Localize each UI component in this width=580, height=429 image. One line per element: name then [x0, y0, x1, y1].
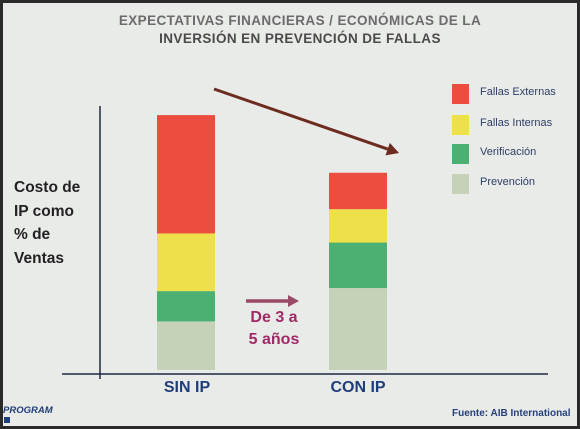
bar-segment-con-ip-fallas-internas — [329, 209, 387, 243]
legend-swatch — [452, 144, 469, 164]
cost-trend-arrow-head — [385, 142, 399, 156]
legend-label: Verificación — [480, 146, 537, 158]
bar-segment-sin-ip-verificacion — [157, 291, 215, 322]
y-axis-label: Costo de IP como % de Ventas — [14, 179, 81, 267]
bar-segment-sin-ip-prevencion — [157, 321, 215, 370]
title-line-2: INVERSIÓN EN PREVENCIÓN DE FALLAS — [159, 31, 441, 46]
legend-label: Fallas Externas — [480, 86, 556, 98]
cost-trend-arrow — [213, 87, 399, 156]
time-arrow — [246, 294, 299, 308]
source-note: Fuente: AIB International — [452, 408, 571, 419]
program-logo: PROGRAM — [3, 405, 63, 427]
time-annotation: De 3 a 5 años — [248, 309, 300, 348]
cost-trend-arrow-shaft — [213, 87, 389, 151]
legend-swatch — [452, 84, 469, 104]
time-arrow-head — [288, 294, 299, 308]
bar-segment-con-ip-verificacion — [329, 242, 387, 289]
bar-segment-con-ip-fallas-externas — [329, 172, 387, 210]
title-line-1: EXPECTATIVAS FINANCIERAS / ECONÓMICAS DE… — [118, 13, 482, 28]
bar-segment-sin-ip-fallas-externas — [157, 115, 215, 234]
logo-mark-icon — [4, 417, 10, 423]
bar-segment-con-ip-prevencion — [329, 288, 387, 370]
legend-label: Prevención — [480, 176, 536, 188]
legend-swatch — [452, 174, 469, 194]
x-tick-label: SIN IP — [163, 379, 211, 396]
bar-segment-sin-ip-fallas-internas — [157, 233, 215, 292]
x-tick-label: CON IP — [330, 379, 386, 396]
legend-label: Fallas Internas — [480, 117, 553, 129]
legend-swatch — [452, 115, 469, 135]
logo-wordmark: PROGRAM — [3, 405, 53, 416]
